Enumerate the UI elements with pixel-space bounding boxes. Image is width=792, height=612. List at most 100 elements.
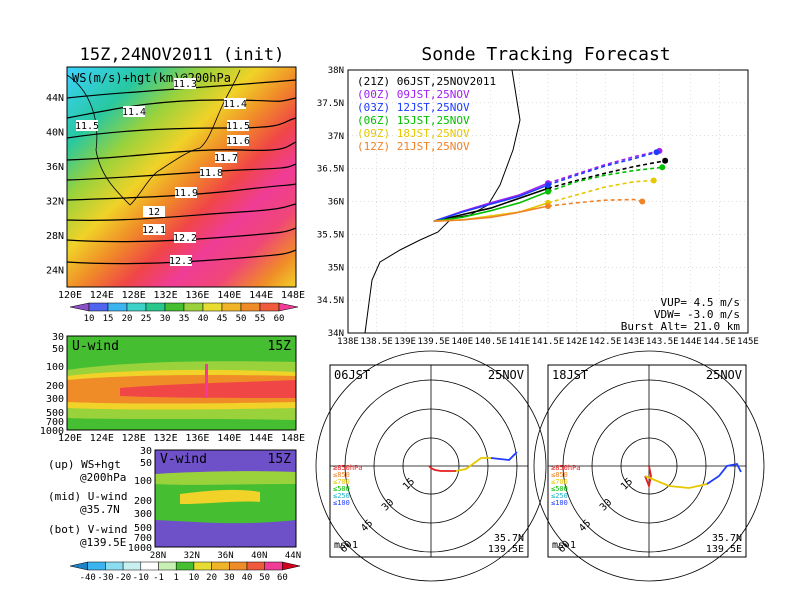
v-pressure-tick: 300	[134, 509, 152, 520]
trajectory-y-ticks: 38N 37.5N 37N 36.5N 36N 35.5N 35N 34.5N 34N	[317, 66, 344, 339]
x-tick-label: 140.5E	[475, 337, 508, 347]
map-lon-tick: 136E	[185, 290, 209, 301]
v-lat-tick: 44N	[285, 551, 301, 561]
polar-date-label: 25NOV	[706, 368, 742, 382]
series-midpoint	[545, 188, 551, 195]
x-tick-label: 138E	[337, 337, 359, 347]
height-label-bg	[170, 255, 192, 266]
v-colorbar-tick: 60	[277, 573, 288, 583]
ws-colorbar-tick: 10	[84, 314, 95, 324]
v-colorbar-tick: 50	[259, 573, 270, 583]
map-lat-tick: 28N	[46, 231, 64, 242]
polar-trace	[644, 465, 652, 490]
series-line	[433, 190, 549, 223]
v-pressure-tick: 1000	[128, 543, 152, 554]
height-label-bg	[123, 106, 145, 117]
ws-colorbar-swatch	[107, 302, 128, 312]
x-tick-label: 139.5E	[417, 337, 450, 347]
legend-entry: (06Z) 15JST,25NOV	[357, 114, 470, 127]
u-lon-tick: 136E	[185, 433, 209, 444]
map-lon-tick: 124E	[90, 290, 114, 301]
note-up1: (up) WS+hgt	[48, 458, 121, 471]
trajectory-x-ticks: 138E 138.5E 139E 139.5E 140E 140.5E 141E 141.5E…	[337, 337, 759, 347]
series-midpoint	[545, 182, 551, 189]
map-lon-tick: 144E	[249, 290, 273, 301]
v-colorbar-tick: 1	[173, 573, 178, 583]
note-bot1: (bot) V-wind	[48, 523, 127, 536]
u-pressure-tick: 700	[46, 417, 64, 428]
map-label: WS(m/s)+hgt(km)@200hPa	[72, 71, 231, 85]
polar-trace	[644, 475, 708, 489]
u-wind-label: U-wind	[72, 339, 119, 354]
map-lon-tick: 132E	[154, 290, 178, 301]
ws-colorbar-tick: 50	[236, 314, 247, 324]
ws-colorbar-tick: 30	[160, 314, 171, 324]
u-lon-tick: 120E	[58, 433, 82, 444]
polar-level-legend: ≤500	[551, 485, 568, 493]
ws-colorbar-swatch	[145, 302, 166, 312]
series-line	[433, 187, 549, 223]
v-colorbar-swatch	[140, 561, 159, 571]
ws-colorbar-ticks: 10 15 20 25 30 35 40 45 50 55 60	[84, 314, 285, 324]
x-tick-label: 138.5E	[360, 337, 393, 347]
polar-level-legend: ≤850	[333, 471, 350, 479]
ws-colorbar-swatch	[126, 302, 147, 312]
map-lon-ticks: 120E 124E 128E 132E 136E 140E 144E 148E	[58, 290, 305, 301]
u-lon-ticks: 120E 124E 128E 132E 136E 140E 144E 148E	[58, 433, 305, 444]
map-lat-tick: 44N	[46, 93, 64, 104]
legend-entry: (09Z) 18JST,25NOV	[357, 127, 470, 140]
trajectory-lines	[433, 147, 669, 223]
y-tick-label: 37N	[328, 132, 344, 142]
v-pressure-tick: 30	[140, 446, 152, 457]
trajectory-note: Burst Alt= 21.0 km	[621, 320, 741, 333]
series-line-dashed	[547, 166, 663, 193]
polar-level-legend: ≤850	[551, 471, 568, 479]
legend-entry: (00Z) 09JST,25NOV	[357, 88, 470, 101]
height-label: 12.1	[142, 225, 166, 236]
v-pressure-tick: 50	[140, 458, 152, 469]
polar-trace	[455, 457, 491, 472]
ws-colorbar-swatch	[259, 302, 280, 312]
map-lon-tick: 148E	[281, 290, 305, 301]
v-colorbar-swatch	[69, 561, 88, 571]
u-pressure-tick: 500	[46, 408, 64, 419]
y-tick-label: 36.5N	[317, 165, 344, 175]
height-label-bg	[174, 78, 196, 89]
ws-colorbar-tick: 20	[122, 314, 133, 324]
u-pressure-tick: 1000	[40, 426, 64, 437]
polar-level-legend: ≥850hPa	[551, 464, 581, 472]
polar-pos1: 35.7N	[494, 533, 524, 544]
polar-trace	[490, 451, 518, 461]
v-wind-label: V-wind	[160, 452, 207, 467]
x-tick-label: 142.5E	[589, 337, 622, 347]
polar-frame	[547, 364, 747, 558]
series-endpoint	[662, 157, 669, 164]
v-colorbar-swatch	[193, 561, 212, 571]
ws-colorbar-swatch	[221, 302, 242, 312]
x-tick-label: 143E	[623, 337, 645, 347]
series-endpoint	[659, 164, 666, 171]
v-pressure-tick: 700	[134, 533, 152, 544]
note-bot2: @139.5E	[80, 536, 126, 549]
v-colorbar	[69, 561, 301, 571]
series-line	[433, 205, 549, 223]
v-colorbar-ticks: -40 -30 -20 -10 -1 1 10 20 30 40 50 60	[80, 573, 288, 583]
x-tick-label: 141.5E	[532, 337, 565, 347]
legend-notes: (up) WS+hgt @200hPa (mid) U-wind @35.7N …	[48, 458, 127, 549]
v-lat-tick: 32N	[184, 551, 200, 561]
map-lon-tick: 120E	[58, 290, 82, 301]
map-lon-tick: 140E	[217, 290, 241, 301]
u-lon-tick: 144E	[249, 433, 273, 444]
series-line-dashed	[547, 179, 654, 204]
ws-colorbar-swatch	[88, 302, 109, 312]
map-lon-tick: 128E	[122, 290, 146, 301]
height-label-bg	[143, 224, 165, 235]
u-lon-tick: 124E	[90, 433, 114, 444]
series-line-dashed	[547, 150, 660, 184]
legend-entry: (12Z) 21JST,25NOV	[357, 140, 470, 153]
height-label-bg	[227, 135, 249, 146]
v-colorbar-tick: -10	[133, 573, 149, 583]
x-tick-label: 139E	[394, 337, 416, 347]
height-label-bg	[227, 120, 249, 131]
